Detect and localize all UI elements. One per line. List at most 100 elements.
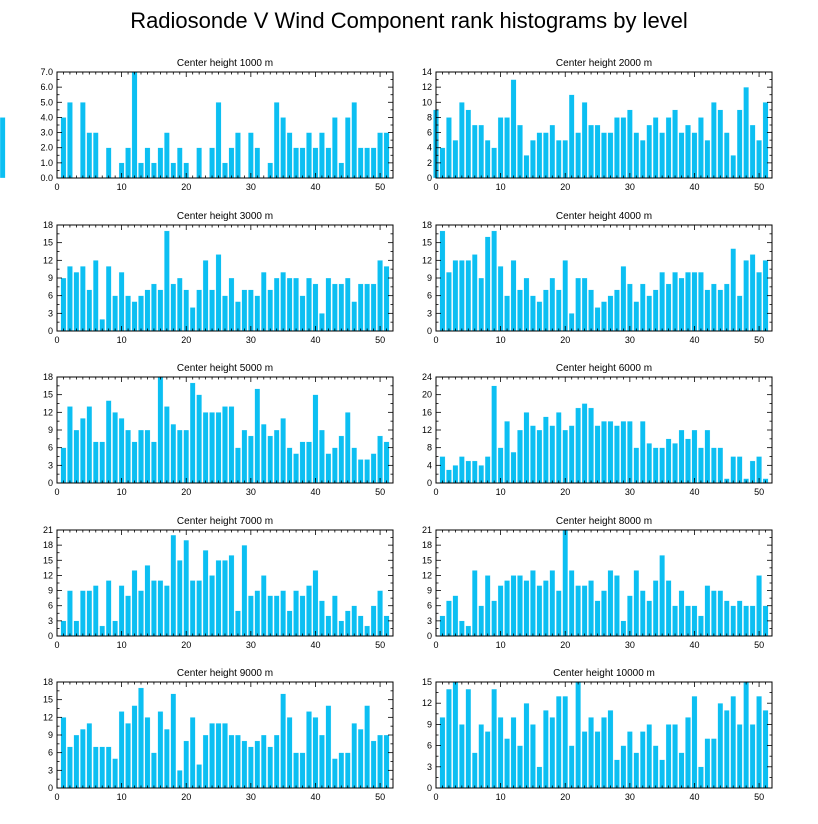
histogram-bar	[614, 289, 620, 332]
histogram-bar	[80, 266, 86, 332]
histogram-bar	[530, 724, 536, 789]
y-tick-label: 3	[48, 460, 53, 470]
x-tick-label: 20	[560, 640, 570, 650]
y-tick-label: 18	[422, 220, 432, 230]
histogram-bar	[711, 283, 717, 332]
panel-title: Center height 4000 m	[556, 211, 652, 222]
x-tick-label: 10	[496, 640, 506, 650]
histogram-bar	[530, 139, 536, 179]
histogram-bar	[497, 585, 504, 637]
histogram-bar	[92, 441, 99, 484]
histogram-bar	[260, 575, 267, 637]
histogram-bar	[273, 277, 280, 332]
histogram-bar	[67, 406, 73, 484]
histogram-bar	[594, 425, 601, 484]
histogram-bar	[215, 560, 222, 637]
histogram-bar	[260, 734, 267, 789]
histogram-bar	[80, 102, 86, 179]
histogram-bar	[517, 575, 523, 637]
histogram-bar	[92, 746, 99, 789]
histogram-bar	[717, 109, 724, 179]
histogram-bar	[319, 132, 325, 179]
histogram-bar	[351, 447, 358, 484]
histogram-bar	[267, 289, 274, 332]
histogram-bar	[351, 301, 358, 332]
histogram-bar	[306, 277, 312, 332]
histogram-bar	[627, 109, 633, 179]
histogram-bar	[125, 429, 131, 484]
histogram-bar	[478, 465, 485, 484]
x-tick-label: 40	[310, 182, 320, 192]
histogram-bar	[370, 605, 377, 637]
histogram-bar	[607, 710, 614, 789]
histogram-bar	[312, 283, 319, 332]
histogram-bar	[183, 539, 190, 637]
x-tick-label: 50	[375, 792, 385, 802]
histogram-bar	[319, 313, 325, 332]
histogram-bar	[517, 289, 523, 332]
histogram-bar	[465, 109, 472, 179]
histogram-bar	[594, 600, 601, 637]
x-tick-label: 40	[689, 182, 699, 192]
histogram-bar	[704, 289, 711, 332]
histogram-bar	[248, 595, 254, 637]
histogram-bar	[364, 459, 370, 484]
x-tick-label: 50	[754, 335, 764, 345]
histogram-bar	[685, 271, 691, 332]
y-tick-label: 3	[48, 616, 53, 626]
histogram-bar	[235, 132, 241, 179]
histogram-bar	[235, 610, 241, 637]
histogram-bar	[222, 406, 228, 484]
histogram-bar	[439, 456, 446, 484]
histogram-bar	[86, 406, 93, 484]
x-tick-label: 10	[496, 487, 506, 497]
x-tick-label: 50	[754, 487, 764, 497]
histogram-bar	[659, 759, 665, 789]
histogram-bar	[306, 441, 312, 484]
histogram-bar	[497, 266, 504, 332]
histogram-bar	[581, 403, 588, 484]
y-tick-label: 8	[427, 443, 432, 453]
y-tick-label: 15	[422, 677, 432, 687]
histogram-bar	[351, 102, 358, 179]
histogram-bar	[364, 283, 370, 332]
histogram-bar	[646, 600, 653, 637]
histogram-bar	[736, 724, 743, 789]
histogram-bar	[209, 289, 215, 332]
x-tick-label: 50	[754, 792, 764, 802]
y-tick-label: 3	[427, 308, 432, 318]
histogram-bar	[118, 271, 125, 332]
y-tick-label: 0	[427, 173, 432, 183]
histogram-bar	[698, 271, 704, 332]
x-tick-label: 10	[117, 487, 127, 497]
histogram-bar	[543, 580, 549, 637]
histogram-bar	[562, 529, 569, 637]
histogram-bar	[267, 746, 274, 789]
y-tick-label: 24	[422, 372, 432, 382]
histogram-bar	[254, 740, 261, 789]
y-tick-label: 15	[43, 390, 53, 400]
histogram-bar	[164, 728, 170, 789]
x-tick-label: 40	[689, 335, 699, 345]
histogram-bar	[222, 295, 228, 332]
histogram-bar	[286, 447, 293, 484]
histogram-panel: Center height 10000 m 0 10 20 30 40 50 0 3 6 9 12 15	[422, 668, 773, 802]
histogram-bar	[377, 734, 383, 789]
histogram-bar	[588, 289, 594, 332]
histogram-bar	[99, 441, 106, 484]
histogram-bar	[228, 734, 235, 789]
y-tick-label: 0	[48, 631, 53, 641]
x-tick-label: 20	[560, 792, 570, 802]
histogram-bar	[568, 425, 575, 484]
histogram-bar	[0, 117, 6, 179]
histogram-bar	[620, 745, 627, 789]
histogram-bar	[319, 600, 325, 637]
histogram-bar	[736, 600, 743, 637]
histogram-bar	[575, 277, 581, 332]
histogram-bar	[164, 585, 170, 637]
x-tick-label: 0	[54, 487, 59, 497]
histogram-bar	[510, 451, 517, 484]
histogram-bar	[581, 277, 588, 332]
histogram-bar	[439, 615, 446, 637]
histogram-bar	[517, 429, 523, 484]
